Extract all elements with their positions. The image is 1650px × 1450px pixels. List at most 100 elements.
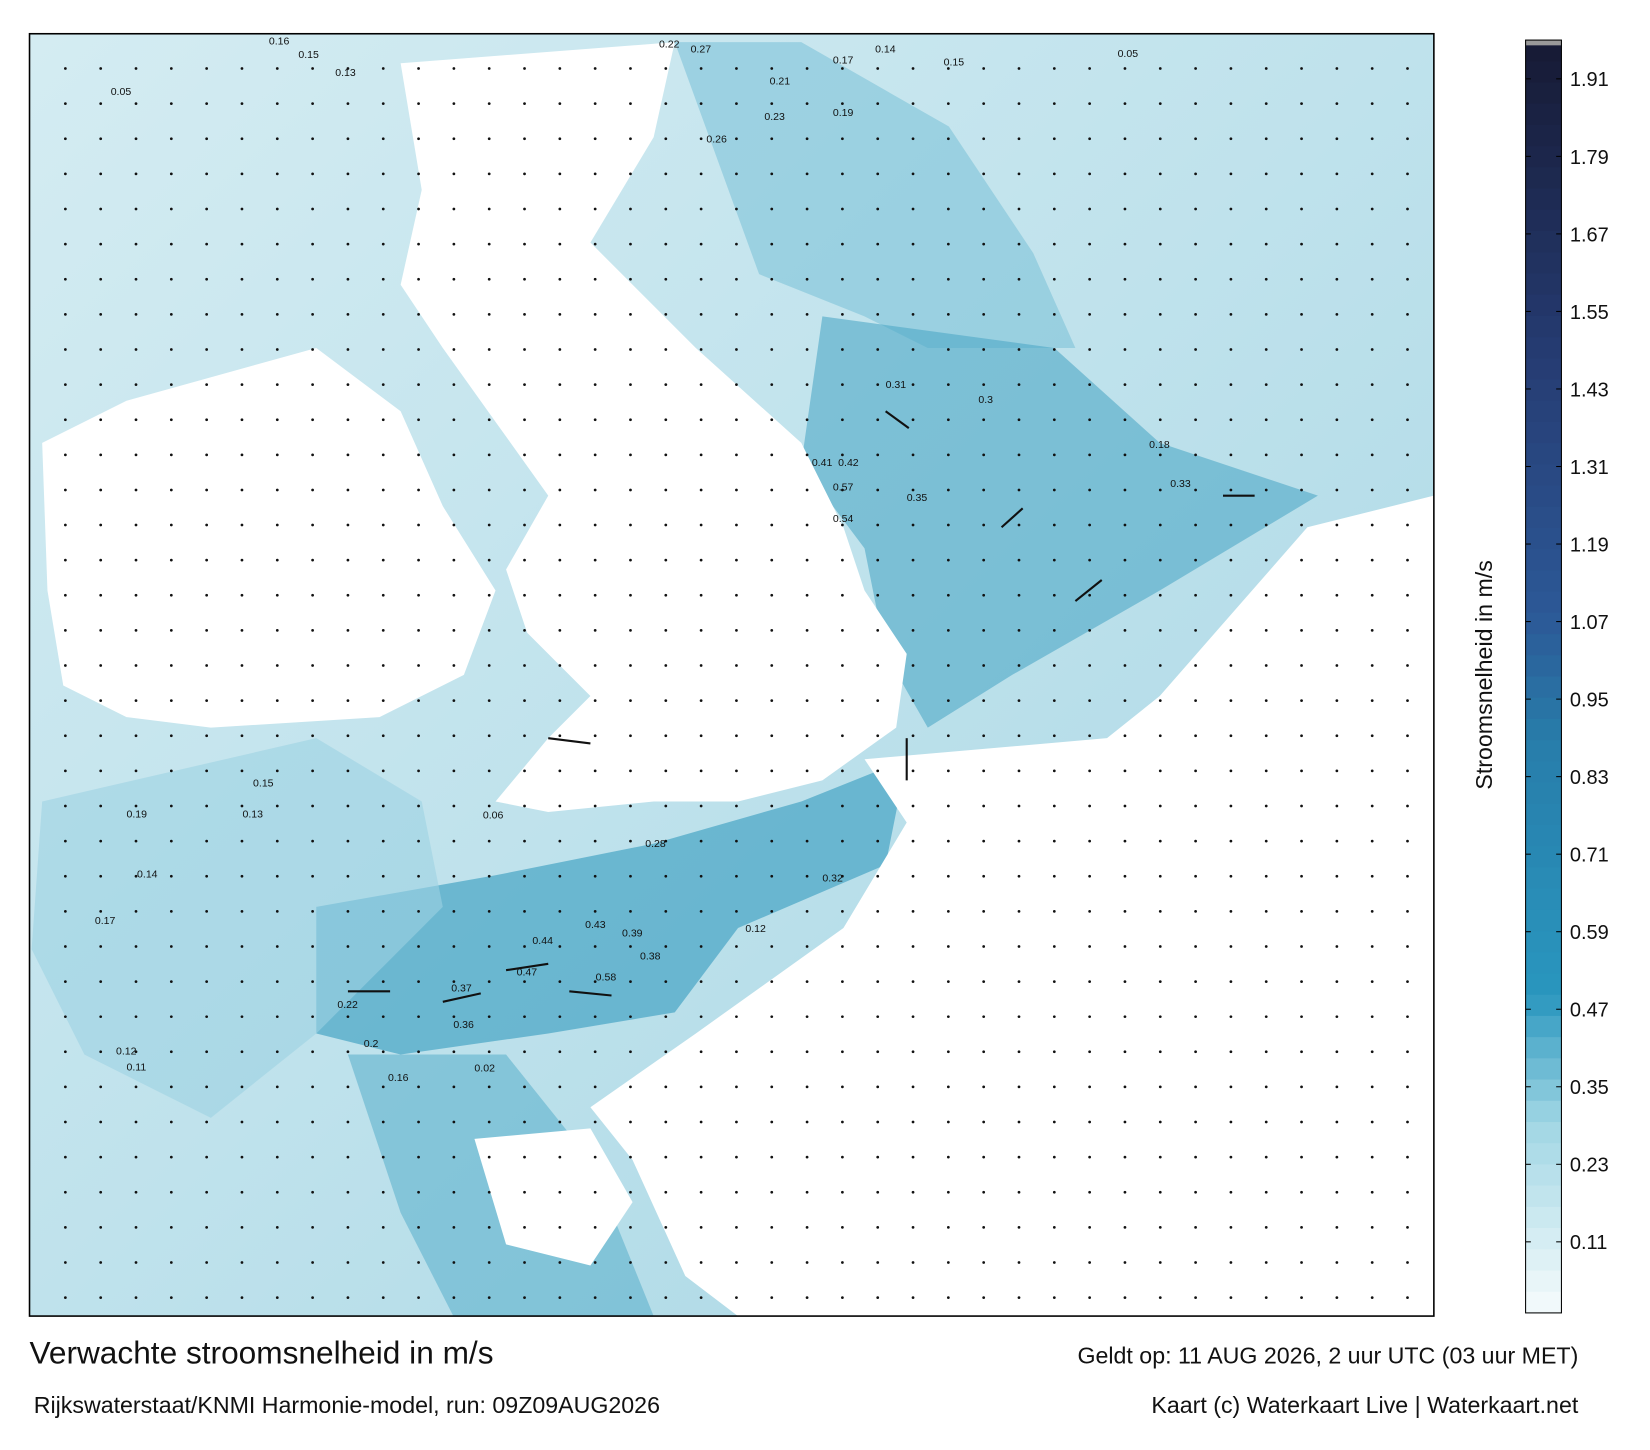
vector-dot [699,1085,703,1089]
vector-dot [911,874,915,878]
colorbar-band [1525,82,1562,105]
vector-dot [452,312,456,316]
vector-dot [629,102,632,106]
vector-dot [240,242,244,246]
vector-dot [946,734,950,738]
vector-dot [770,804,774,808]
vector-dot [381,839,385,843]
vector-dot [63,312,67,316]
vector-dot [1017,1226,1021,1229]
colorbar-band [1525,252,1562,275]
vector-dot [240,312,244,316]
vector-dot [911,699,915,703]
vector-dot [99,980,103,983]
vector-dot [1017,664,1021,667]
vector-dot [169,312,173,316]
colorbar: 0.110.230.350.470.590.710.830.951.071.19… [1525,39,1609,1314]
vector-dot [205,207,209,211]
vector-dot [134,629,138,632]
vector-dot [240,664,244,667]
vector-dot [1158,734,1162,738]
colorbar-tick-label: 0.47 [1570,1000,1609,1022]
vector-dot [946,102,950,106]
vector-dot [699,734,703,738]
vector-dot [841,277,844,281]
vector-dot [487,734,491,738]
vector-dot [1370,453,1374,457]
colorbar-tick-label: 1.19 [1570,534,1609,556]
vector-dot [1300,945,1303,948]
vector-dot [523,945,526,948]
vector-dot [205,1050,209,1054]
vector-dot [1123,488,1127,492]
vector-dot [487,769,491,773]
vector-dot [911,593,915,597]
value-label: 0.16 [269,35,290,47]
vector-dot [1264,67,1268,70]
vector-dot [99,734,103,738]
vector-dot [911,242,915,246]
vector-dot [1088,137,1092,141]
colorbar-band [1525,570,1562,593]
vector-dot [593,383,597,386]
vector-dot [134,207,138,211]
vector-dot [629,980,632,983]
vector-dot [523,453,526,457]
vector-dot [381,558,385,562]
vector-dot [63,1190,67,1194]
vector-dot [876,1155,880,1159]
vector-dot [1335,769,1339,773]
colorbar-band [1525,1058,1562,1081]
vector-dot [735,945,738,948]
vector-dot [593,418,597,422]
vector-dot [381,277,385,281]
vector-dot [381,102,385,106]
vector-dot [699,348,703,351]
vector-dot [1264,593,1268,597]
vector-dot [876,593,880,597]
vector-dot [1123,1085,1127,1089]
vector-dot [699,1226,703,1229]
vector-dot [169,383,173,386]
vector-dot [99,1155,103,1159]
value-label: 0.15 [253,778,274,790]
vector-dot [770,945,774,948]
vector-dot [417,523,420,527]
vector-dot [452,980,456,983]
vector-dot [1335,1120,1339,1124]
vector-dot [1194,734,1197,738]
vector-dot [134,102,138,106]
vector-dot [1300,699,1303,703]
vector-dot [311,172,314,176]
vector-dot [1335,804,1339,808]
vector-dot [417,699,420,703]
vector-dot [311,593,314,597]
vector-dot [205,102,209,106]
vector-dot [982,172,986,176]
vector-dot [1406,207,1409,211]
vector-dot [99,418,103,422]
vector-dot [240,1226,244,1229]
vector-dot [1300,1190,1303,1194]
vector-dot [1088,312,1092,316]
vector-dot [629,874,632,878]
vector-dot [982,383,986,386]
vector-dot [558,558,562,562]
vector-dot [1370,1155,1374,1159]
value-label: 0.57 [833,481,854,493]
vector-dot [558,242,562,246]
vector-dot [205,242,209,246]
vector-dot [381,1226,385,1229]
vector-dot [311,1120,314,1124]
vector-dot [1370,1190,1374,1194]
vector-dot [381,172,385,176]
vector-dot [523,804,526,808]
vector-dot [417,804,420,808]
vector-dot [1158,1296,1162,1299]
vector-dot [134,909,138,913]
vector-dot [1300,383,1303,386]
vector-dot [381,312,385,316]
vector-dot [1194,769,1197,773]
colorbar-band [1525,591,1562,614]
